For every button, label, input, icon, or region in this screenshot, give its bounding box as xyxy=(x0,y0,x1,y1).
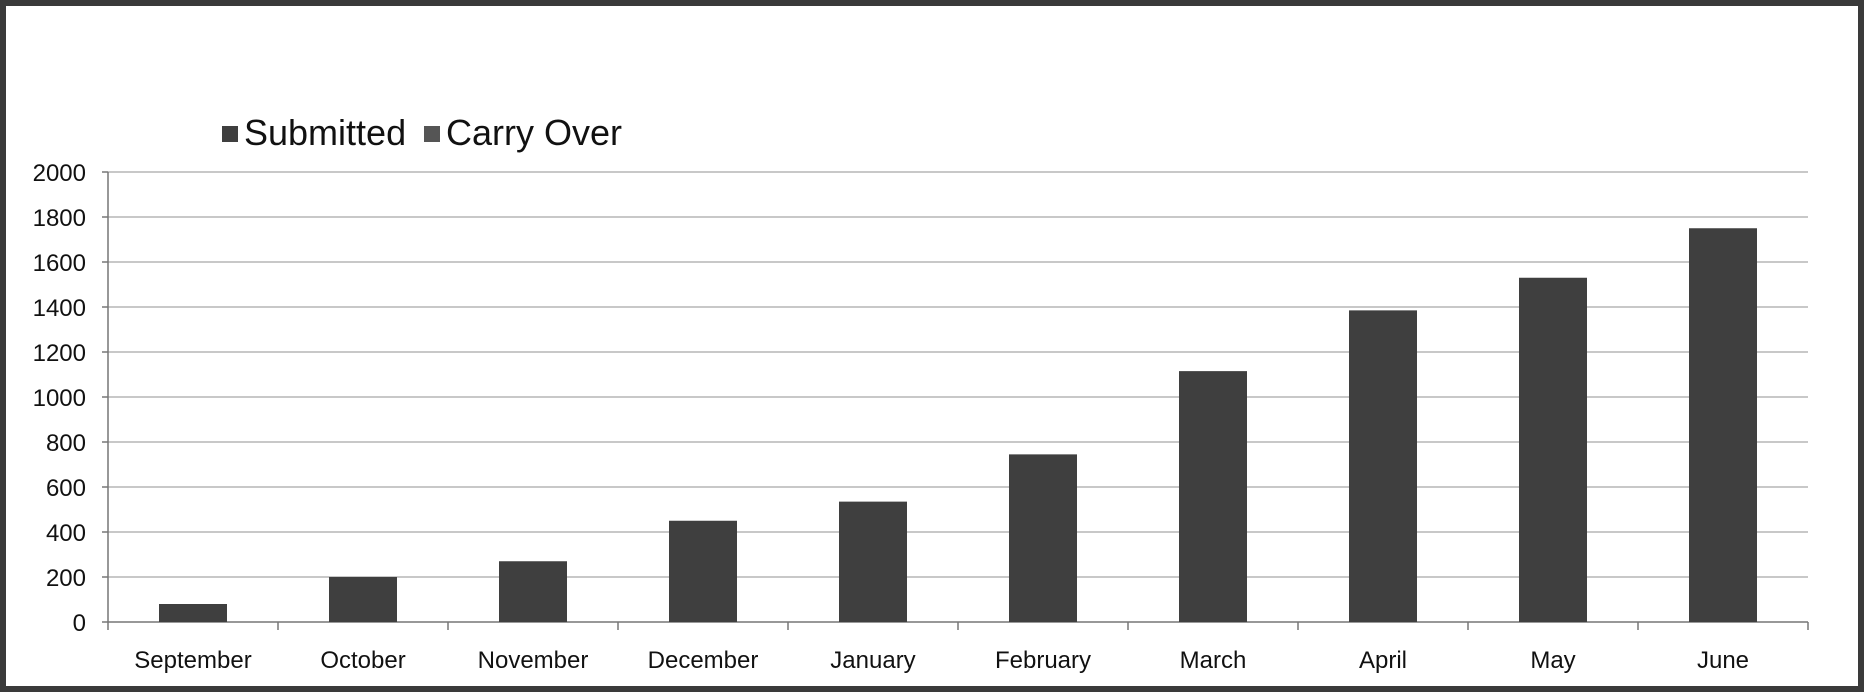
x-axis: September October November December January F… xyxy=(107,622,1809,674)
bar-submitted xyxy=(1009,454,1077,622)
y-tick-label: 1800 xyxy=(33,205,86,232)
x-tick-label: April xyxy=(1359,647,1407,674)
bar-submitted xyxy=(159,604,227,622)
legend: Submitted Carry Over xyxy=(222,112,622,153)
bars xyxy=(159,228,1757,622)
y-tick-label: 1600 xyxy=(33,250,86,277)
bar-submitted xyxy=(839,501,907,622)
legend-label-carry-over: Carry Over xyxy=(446,112,622,153)
x-tick-label: November xyxy=(478,647,589,674)
y-tick-label: 1200 xyxy=(33,340,86,367)
bar-submitted xyxy=(669,520,737,622)
x-tick-label: March xyxy=(1180,647,1247,674)
bar-submitted xyxy=(499,561,567,622)
bar-submitted xyxy=(1689,228,1757,622)
x-tick-label: September xyxy=(134,647,251,674)
legend-label-submitted: Submitted xyxy=(244,112,406,153)
y-tick-label: 1400 xyxy=(33,295,86,322)
y-tick-label: 200 xyxy=(46,565,86,592)
bar-submitted xyxy=(329,577,397,622)
y-tick-label: 0 xyxy=(73,610,86,637)
bar-submitted xyxy=(1179,371,1247,622)
y-tick-label: 1000 xyxy=(33,385,86,412)
x-tick-label: January xyxy=(830,647,915,674)
legend-swatch-submitted xyxy=(222,126,238,142)
x-tick-label: October xyxy=(320,647,405,674)
x-tick-label: June xyxy=(1697,647,1749,674)
y-tick-label: 600 xyxy=(46,475,86,502)
bar-submitted xyxy=(1349,310,1417,622)
x-tick-label: February xyxy=(995,647,1091,674)
y-tick-label: 400 xyxy=(46,520,86,547)
x-tick-label: May xyxy=(1530,647,1575,674)
legend-swatch-carry-over xyxy=(424,126,440,142)
y-tick-label: 2000 xyxy=(33,160,86,187)
y-tick-label: 800 xyxy=(46,430,86,457)
x-tick-label: December xyxy=(648,647,759,674)
bar-submitted xyxy=(1519,277,1587,622)
y-axis-ticks: 0 200 400 600 800 1000 1200 1400 1600 1800 2000 xyxy=(33,160,109,637)
